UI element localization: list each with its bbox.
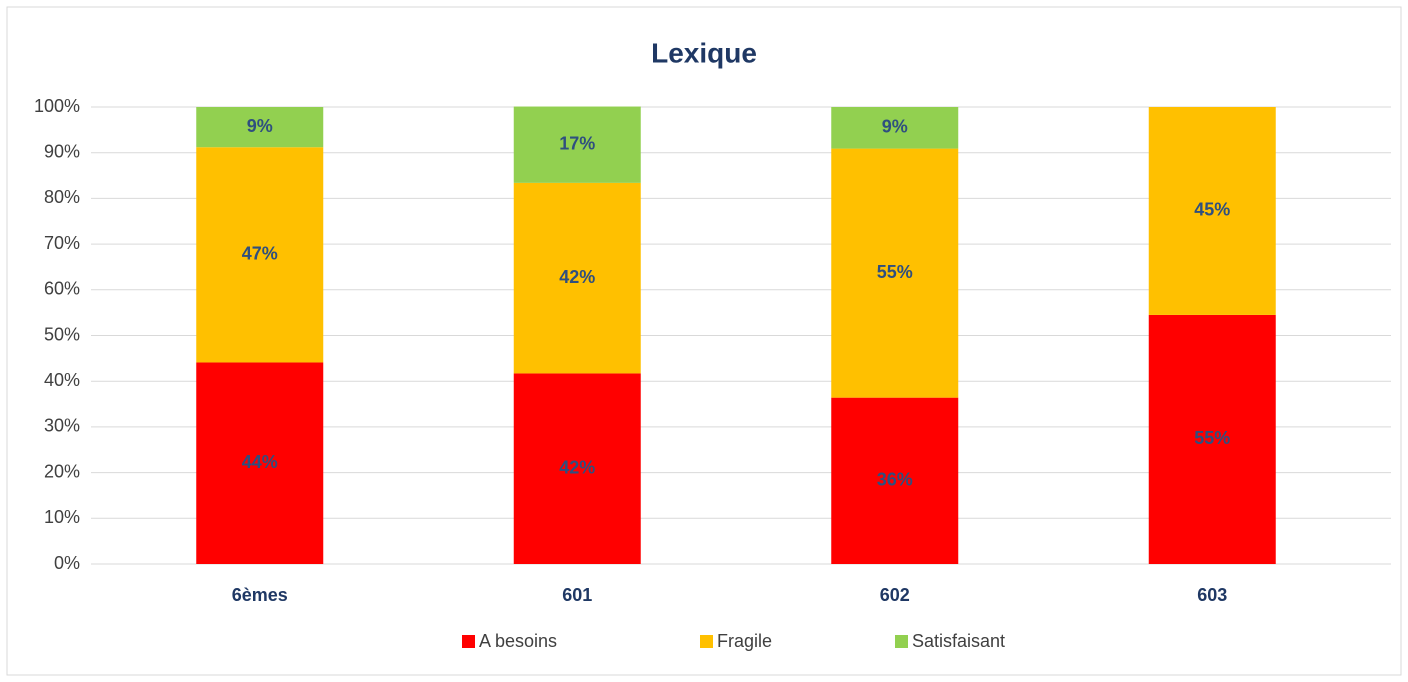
y-tick-label: 60% — [44, 279, 80, 299]
data-label: 55% — [877, 262, 913, 282]
y-tick-label: 70% — [44, 233, 80, 253]
bar-segment — [1148, 314, 1276, 564]
data-label: 17% — [559, 133, 595, 153]
data-label: 47% — [242, 244, 278, 264]
x-tick-label: 602 — [880, 585, 910, 605]
legend-label: Fragile — [717, 631, 772, 651]
legend-label: A besoins — [479, 631, 557, 651]
y-tick-label: 10% — [44, 507, 80, 527]
legend-swatch — [462, 635, 475, 648]
data-label: 45% — [1194, 200, 1230, 220]
x-tick-label: 6èmes — [232, 585, 288, 605]
y-tick-label: 30% — [44, 416, 80, 436]
data-label: 9% — [882, 117, 908, 137]
legend-label: Satisfaisant — [912, 631, 1005, 651]
y-tick-label: 90% — [44, 141, 80, 161]
data-label: 36% — [877, 470, 913, 490]
bar-segment — [831, 148, 959, 398]
bar-segment — [831, 397, 959, 564]
y-tick-label: 80% — [44, 187, 80, 207]
data-label: 44% — [242, 452, 278, 472]
legend-swatch — [895, 635, 908, 648]
bar-segment — [513, 373, 641, 564]
data-label: 9% — [247, 116, 273, 136]
x-tick-label: 603 — [1197, 585, 1227, 605]
bar-segment — [831, 107, 959, 149]
bar-segment — [196, 107, 324, 148]
y-tick-label: 0% — [54, 553, 80, 573]
chart-title: Lexique — [651, 37, 757, 68]
y-tick-label: 100% — [34, 96, 80, 116]
y-tick-label: 40% — [44, 370, 80, 390]
bar-segment — [513, 106, 641, 183]
y-tick-label: 20% — [44, 461, 80, 481]
bar-segment — [1148, 107, 1276, 315]
data-label: 55% — [1194, 428, 1230, 448]
bar-segment — [513, 182, 641, 374]
legend-swatch — [700, 635, 713, 648]
x-tick-label: 601 — [562, 585, 592, 605]
data-label: 42% — [559, 457, 595, 477]
bar-segment — [196, 362, 324, 564]
data-label: 42% — [559, 267, 595, 287]
bar-segment — [196, 147, 324, 363]
y-tick-label: 50% — [44, 324, 80, 344]
